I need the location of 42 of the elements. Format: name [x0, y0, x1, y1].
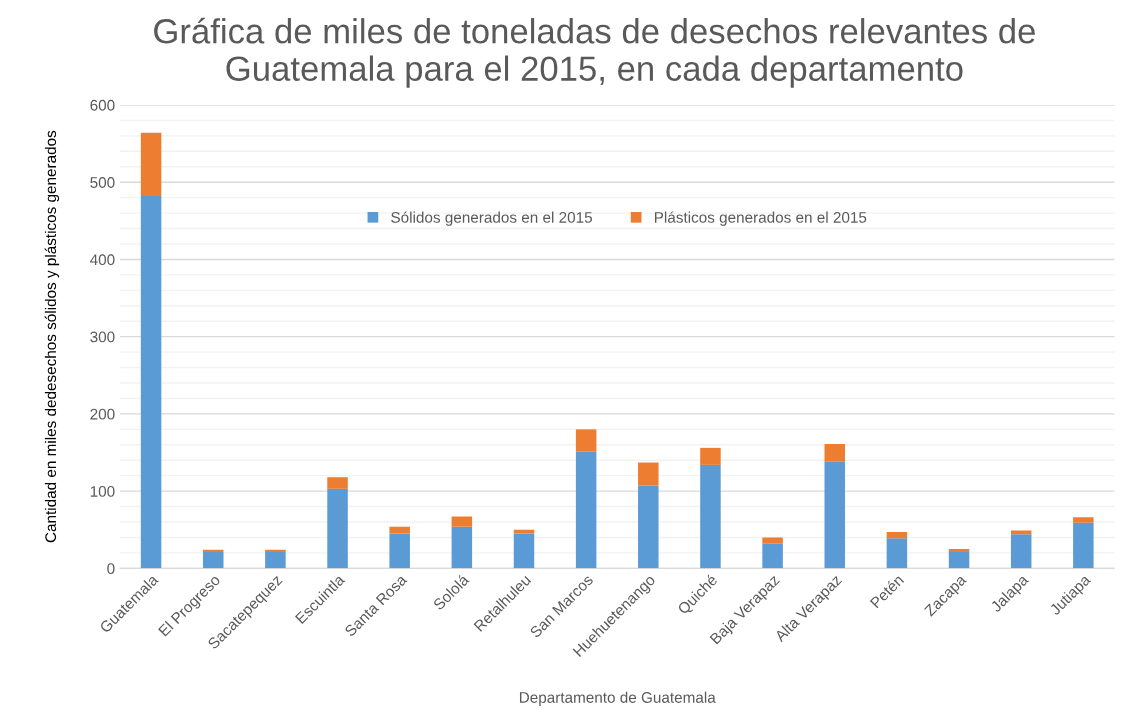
bar	[948, 552, 970, 569]
bar	[1010, 530, 1032, 535]
bar	[638, 462, 659, 486]
bar	[140, 132, 162, 197]
bar	[762, 537, 783, 544]
chart-title: Gráfica de miles de toneladas de desechos relevantes de Guatemala para el 2015, en cada departamento	[154, 17, 1035, 88]
y-tick-label: 600	[90, 99, 115, 111]
bar	[824, 444, 845, 462]
legend-label: Plásticos generados en el 2015	[654, 211, 867, 226]
y-tick-label: 0	[107, 563, 115, 575]
bar	[886, 532, 908, 539]
bar	[824, 461, 845, 569]
bar	[327, 488, 348, 569]
bar	[1010, 534, 1032, 569]
bar	[202, 552, 224, 569]
y-axis-title: Cantidad en miles dedesechos sólidos y plásticos generados	[44, 130, 60, 543]
y-tick-label: 500	[90, 177, 115, 188]
bar	[140, 196, 162, 569]
bar	[886, 538, 908, 569]
y-tick-label: 100	[90, 485, 115, 497]
x-axis-title: Departamento de Guatemala	[519, 691, 716, 706]
legend-label: Sólidos generados en el 2015	[391, 211, 592, 226]
bar	[948, 549, 970, 553]
bar	[451, 526, 473, 569]
y-tick-label: 400	[90, 254, 115, 266]
bar	[1073, 522, 1094, 569]
bar	[513, 529, 535, 534]
bar	[700, 464, 721, 569]
bar	[700, 447, 721, 465]
y-tick-label: 200	[90, 408, 115, 420]
bar	[762, 543, 783, 569]
bar	[638, 485, 659, 569]
bar	[389, 526, 410, 534]
bar	[575, 429, 597, 452]
bar	[575, 451, 597, 569]
bar	[327, 477, 348, 489]
bar	[451, 516, 473, 527]
bar	[389, 533, 410, 569]
bar	[265, 552, 286, 569]
bar	[1073, 517, 1094, 523]
y-tick-label: 300	[90, 331, 115, 343]
bar	[513, 533, 535, 569]
